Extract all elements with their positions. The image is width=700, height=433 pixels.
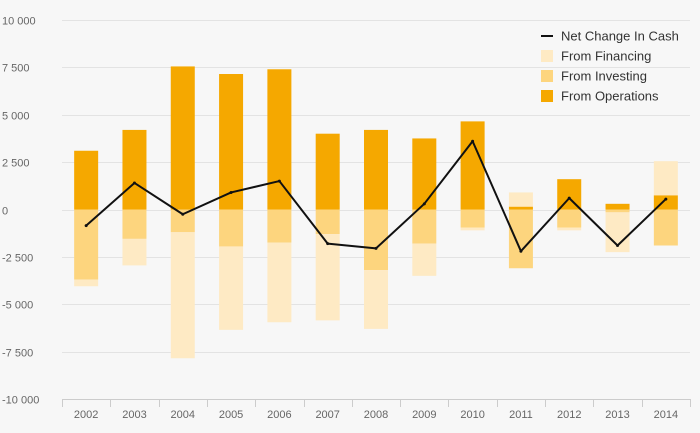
y-tick-label: -2 500 — [2, 253, 33, 265]
line-layer — [84, 139, 668, 253]
point-net-change-in-cash-2010 — [471, 139, 475, 143]
bar-from-financing-2014 — [653, 161, 678, 196]
bar-from-operations-2005 — [219, 74, 244, 210]
bar-from-financing-2012 — [557, 227, 582, 231]
bar-from-investing-2002 — [74, 209, 99, 280]
net-change-in-cash-legend-label: Net Change In Cash — [561, 29, 679, 44]
point-net-change-in-cash-2013 — [616, 244, 620, 248]
from-investing-legend-swatch — [541, 70, 553, 82]
y-tick-label: -10 000 — [2, 395, 39, 407]
x-tick-label: 2003 — [122, 409, 146, 421]
point-net-change-in-cash-2008 — [374, 246, 378, 250]
x-tick-label: 2012 — [557, 409, 581, 421]
bar-from-operations-2011 — [508, 206, 533, 210]
bar-from-investing-2012 — [557, 209, 582, 228]
bar-from-financing-2008 — [364, 270, 388, 329]
bar-from-financing-2002 — [74, 279, 99, 287]
y-tick-label: 0 — [2, 206, 8, 218]
point-net-change-in-cash-2004 — [181, 212, 185, 216]
bar-from-financing-2007 — [315, 234, 340, 321]
bar-from-investing-2007 — [315, 209, 340, 235]
bar-from-operations-2010 — [460, 121, 485, 210]
bar-from-financing-2004 — [170, 232, 195, 359]
bar-from-financing-2005 — [219, 246, 244, 330]
x-tick-label: 2006 — [267, 409, 291, 421]
axis-layer: 10 000 7 500 5 000 2 500 0 -2 500 -5 000 -7 500… — [2, 16, 691, 421]
bar-from-operations-2003 — [122, 129, 147, 210]
bar-from-investing-2009 — [412, 209, 437, 244]
legend: Net Change In Cash From Financing From Inv… — [541, 29, 679, 104]
from-operations-legend-label: From Operations — [561, 89, 659, 104]
bar-from-investing-2006 — [267, 209, 292, 243]
point-net-change-in-cash-2003 — [132, 181, 136, 185]
bar-layer — [74, 66, 678, 359]
point-net-change-in-cash-2007 — [326, 242, 330, 246]
x-tick-label: 2011 — [509, 409, 533, 421]
x-tick-label: 2009 — [412, 409, 436, 421]
bar-from-financing-2006 — [267, 242, 292, 323]
x-tick-label: 2008 — [364, 409, 388, 421]
bar-from-operations-2002 — [74, 150, 99, 210]
y-tick-label: -5 000 — [2, 300, 33, 312]
point-net-change-in-cash-2005 — [229, 190, 233, 194]
y-tick-label: 2 500 — [2, 158, 30, 170]
x-tick-label: 2002 — [74, 409, 98, 421]
bar-from-operations-2013 — [605, 203, 630, 210]
bar-from-financing-2009 — [412, 243, 437, 276]
bar-from-operations-2012 — [557, 179, 582, 210]
point-net-change-in-cash-2009 — [422, 202, 426, 206]
point-net-change-in-cash-2012 — [567, 196, 571, 200]
bar-from-investing-2005 — [219, 209, 244, 247]
bar-from-investing-2010 — [460, 209, 485, 228]
y-tick-label: 10 000 — [2, 16, 36, 28]
bar-from-investing-2013 — [605, 209, 630, 213]
point-net-change-in-cash-2002 — [84, 224, 88, 228]
bar-from-operations-2008 — [364, 129, 388, 210]
bar-from-financing-2003 — [122, 238, 147, 266]
from-operations-legend-swatch — [541, 90, 553, 102]
bar-from-investing-2004 — [170, 209, 195, 233]
x-tick-label: 2005 — [219, 409, 243, 421]
bar-from-financing-2010 — [460, 227, 485, 231]
bar-from-operations-2007 — [315, 133, 340, 210]
y-tick-label: 7 500 — [2, 63, 30, 75]
x-tick-label: 2010 — [460, 409, 484, 421]
from-financing-legend-label: From Financing — [561, 49, 651, 64]
point-net-change-in-cash-2011 — [519, 249, 523, 253]
x-tick-label: 2007 — [315, 409, 339, 421]
bar-from-operations-2004 — [170, 66, 195, 210]
bar-from-investing-2003 — [122, 209, 147, 239]
y-tick-label: -7 500 — [2, 348, 33, 360]
from-financing-legend-swatch — [541, 50, 553, 62]
point-net-change-in-cash-2006 — [277, 179, 281, 183]
bar-from-operations-2006 — [267, 69, 292, 210]
bar-from-financing-2011 — [508, 192, 533, 207]
from-investing-legend-label: From Investing — [561, 69, 647, 84]
x-tick-label: 2004 — [171, 409, 195, 421]
y-tick-label: 5 000 — [2, 111, 30, 123]
bar-from-investing-2014 — [653, 209, 678, 246]
point-net-change-in-cash-2014 — [664, 197, 668, 201]
x-tick-label: 2014 — [654, 409, 678, 421]
x-tick-label: 2013 — [605, 409, 629, 421]
bar-from-operations-2009 — [412, 138, 437, 210]
bar-from-investing-2011 — [508, 209, 533, 269]
